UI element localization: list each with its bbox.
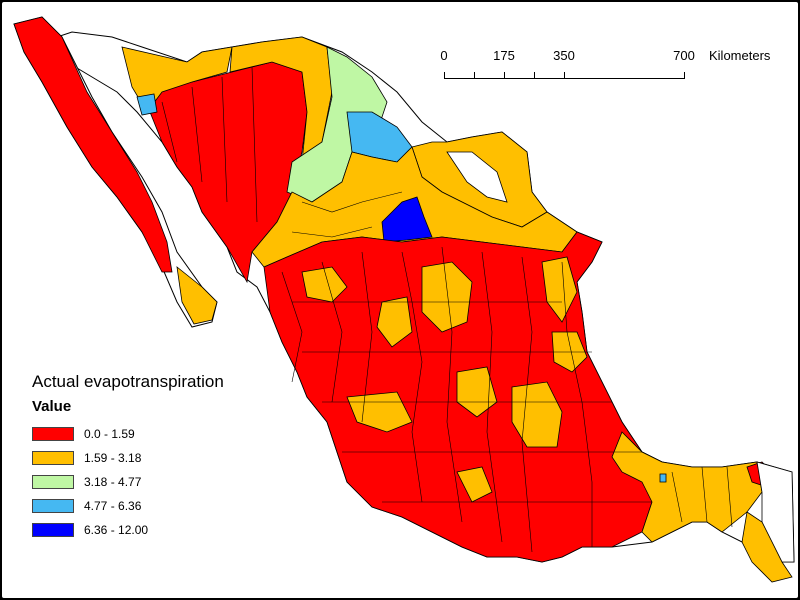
legend-label: 0.0 - 1.59 — [84, 427, 135, 441]
scale-tick — [534, 72, 535, 79]
legend-subtitle: Value — [32, 398, 72, 415]
legend-swatch — [32, 499, 74, 513]
map-legend: Actual evapotranspiration Value 0.0 - 1.… — [32, 372, 292, 542]
legend-title: Actual evapotranspiration — [32, 372, 224, 391]
southeast-orange-tip — [741, 511, 793, 583]
legend-label: 6.36 - 12.00 — [84, 523, 149, 537]
scale-bar: 0 175 350 700 Kilometers — [432, 48, 782, 88]
legend-item: 6.36 - 12.00 — [32, 518, 292, 542]
legend-swatch — [32, 523, 74, 537]
northwest-blue-patch — [136, 93, 158, 116]
scale-label-0: 0 — [440, 48, 448, 63]
baja-region-orange — [176, 266, 218, 325]
basin-boundaries — [161, 66, 733, 553]
legend-swatch — [32, 427, 74, 441]
south-orange-patch-1 — [301, 266, 348, 303]
south-orange-patch-7 — [456, 366, 498, 418]
legend-item: 4.77 - 6.36 — [32, 494, 292, 518]
scale-label-350: 350 — [553, 48, 575, 63]
scale-tick — [444, 72, 445, 79]
scale-label-175: 175 — [493, 48, 515, 63]
scale-tick — [474, 72, 475, 79]
scale-tick — [564, 72, 565, 79]
legend-swatch — [32, 451, 74, 465]
south-orange-patch-4 — [376, 296, 413, 348]
legend-label: 1.59 - 3.18 — [84, 451, 142, 465]
south-orange-patch-6 — [511, 381, 563, 448]
scale-tick — [504, 72, 505, 79]
baja-region-red — [13, 16, 173, 273]
legend-item: 1.59 - 3.18 — [32, 446, 292, 470]
scale-label-700: 700 — [673, 48, 695, 63]
south-orange-patch-3 — [541, 256, 578, 323]
south-orange-patch-2 — [421, 261, 473, 333]
legend-item: 3.18 - 4.77 — [32, 470, 292, 494]
northeast-white-lagoon — [446, 151, 508, 203]
southeast-blue-patch — [659, 473, 667, 483]
scale-unit-label: Kilometers — [709, 48, 771, 63]
legend-label: 3.18 - 4.77 — [84, 475, 142, 489]
scale-tick — [684, 72, 685, 79]
legend-swatch — [32, 475, 74, 489]
legend-item: 0.0 - 1.59 — [32, 422, 292, 446]
south-orange-patch-9 — [456, 466, 493, 503]
legend-label: 4.77 - 6.36 — [84, 499, 142, 513]
